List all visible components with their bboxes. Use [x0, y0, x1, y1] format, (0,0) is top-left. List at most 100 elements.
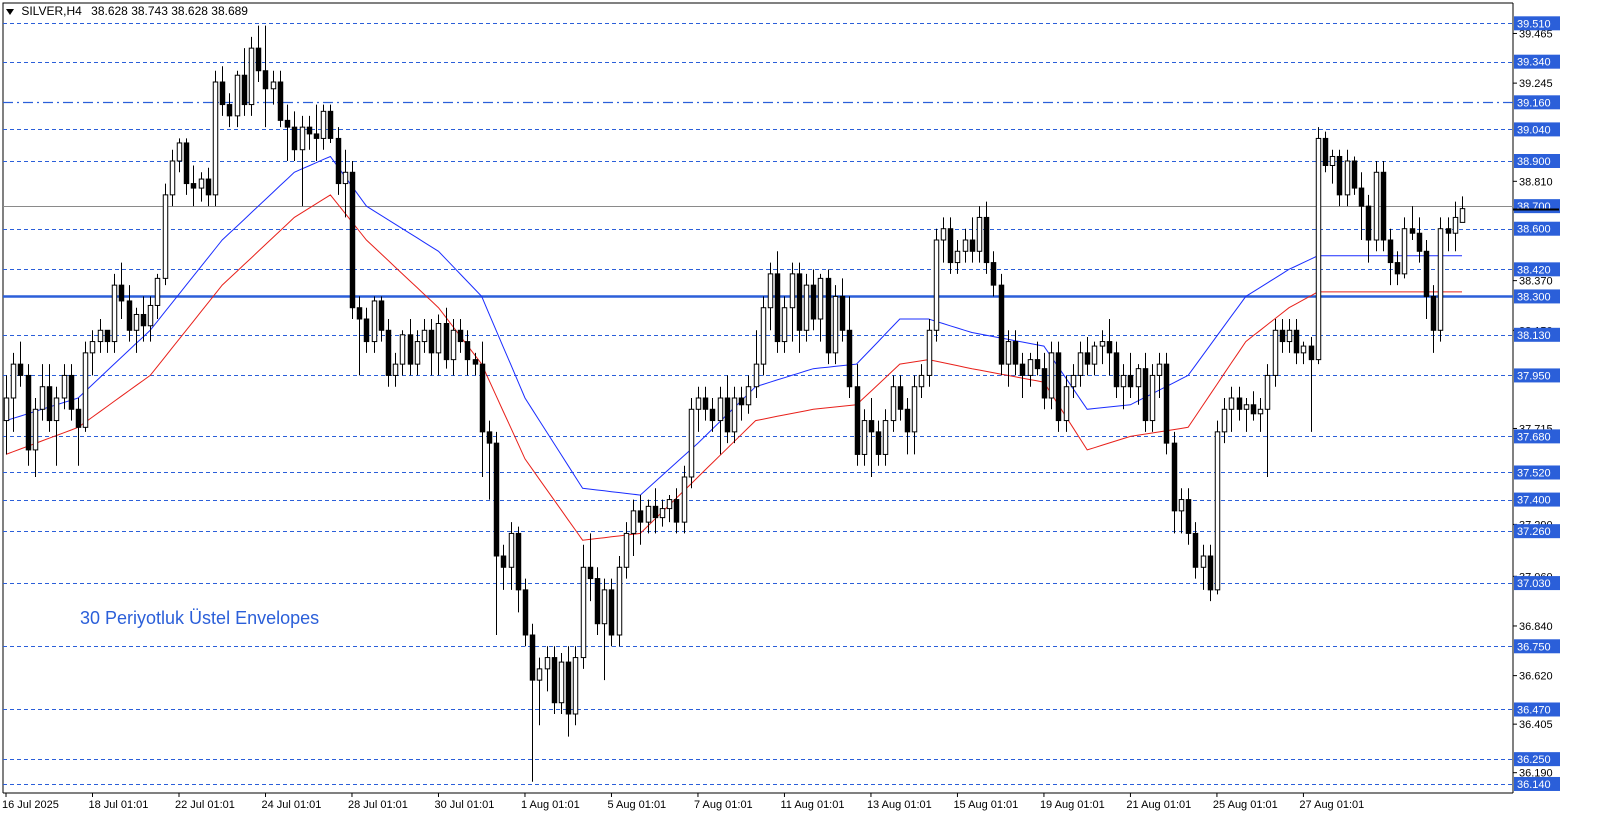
bull-candle[interactable]: [1005, 341, 1012, 365]
bull-candle[interactable]: [169, 160, 176, 196]
bear-candle[interactable]: [104, 329, 111, 343]
bull-candle[interactable]: [1063, 386, 1070, 422]
bear-candle[interactable]: [1387, 239, 1394, 264]
bull-candle[interactable]: [1272, 329, 1279, 376]
bear-candle[interactable]: [969, 239, 976, 252]
bear-candle[interactable]: [190, 183, 197, 189]
bull-candle[interactable]: [435, 323, 442, 354]
bear-candle[interactable]: [479, 363, 486, 433]
bull-candle[interactable]: [666, 499, 673, 510]
bear-candle[interactable]: [1279, 329, 1286, 343]
bear-candle[interactable]: [1358, 187, 1365, 207]
bear-candle[interactable]: [1394, 262, 1401, 275]
bull-candle[interactable]: [781, 307, 788, 343]
bear-candle[interactable]: [1336, 155, 1343, 196]
bear-candle[interactable]: [1034, 359, 1041, 370]
bull-candle[interactable]: [1300, 345, 1307, 354]
bear-candle[interactable]: [363, 318, 370, 343]
bull-candle[interactable]: [717, 397, 724, 422]
bull-candle[interactable]: [1459, 208, 1466, 223]
bear-candle[interactable]: [637, 510, 644, 523]
bull-candle[interactable]: [198, 178, 205, 189]
bull-candle[interactable]: [572, 657, 579, 715]
bull-candle[interactable]: [133, 313, 140, 331]
bear-candle[interactable]: [998, 284, 1005, 365]
bull-candle[interactable]: [111, 284, 118, 343]
bear-candle[interactable]: [673, 499, 680, 523]
bear-candle[interactable]: [594, 578, 601, 625]
bull-candle[interactable]: [392, 363, 399, 376]
bull-candle[interactable]: [53, 397, 60, 422]
bull-candle[interactable]: [154, 277, 161, 306]
bull-candle[interactable]: [147, 304, 154, 327]
bear-candle[interactable]: [262, 70, 269, 90]
bear-candle[interactable]: [17, 363, 24, 376]
bear-candle[interactable]: [738, 397, 745, 406]
bear-candle[interactable]: [205, 178, 212, 196]
bull-candle[interactable]: [681, 476, 688, 523]
bear-candle[interactable]: [1351, 160, 1358, 189]
bull-candle[interactable]: [1401, 228, 1408, 275]
bear-candle[interactable]: [529, 634, 536, 681]
bear-candle[interactable]: [1293, 329, 1300, 354]
bull-candle[interactable]: [695, 397, 702, 410]
bear-candle[interactable]: [709, 408, 716, 422]
bull-candle[interactable]: [248, 47, 255, 106]
bull-candle[interactable]: [212, 81, 219, 196]
bear-candle[interactable]: [327, 110, 334, 139]
bear-candle[interactable]: [378, 300, 385, 331]
bear-candle[interactable]: [457, 329, 464, 343]
bear-candle[interactable]: [486, 431, 493, 444]
bull-candle[interactable]: [1286, 329, 1293, 343]
bull-candle[interactable]: [580, 566, 587, 659]
bear-candle[interactable]: [854, 386, 861, 455]
bear-candle[interactable]: [1084, 352, 1091, 365]
bear-candle[interactable]: [522, 589, 529, 636]
bear-candle[interactable]: [472, 359, 479, 365]
bull-candle[interactable]: [162, 194, 169, 279]
bull-candle[interactable]: [234, 74, 241, 117]
bull-candle[interactable]: [659, 508, 666, 519]
bull-candle[interactable]: [1214, 431, 1221, 591]
bear-candle[interactable]: [1163, 363, 1170, 444]
bull-candle[interactable]: [832, 295, 839, 354]
bear-candle[interactable]: [846, 329, 853, 388]
bull-candle[interactable]: [1077, 352, 1084, 376]
bear-candle[interactable]: [306, 126, 313, 135]
bull-candle[interactable]: [861, 420, 868, 455]
bear-candle[interactable]: [1171, 442, 1178, 512]
bull-candle[interactable]: [61, 374, 68, 399]
bear-candle[interactable]: [551, 657, 558, 704]
bear-candle[interactable]: [407, 334, 414, 365]
bear-candle[interactable]: [1416, 232, 1423, 252]
bull-candle[interactable]: [342, 171, 349, 185]
bear-candle[interactable]: [1236, 397, 1243, 410]
bull-candle[interactable]: [10, 363, 17, 399]
bear-candle[interactable]: [1250, 404, 1257, 415]
bear-candle[interactable]: [587, 566, 594, 580]
bear-candle[interactable]: [219, 81, 226, 106]
bear-candle[interactable]: [1365, 205, 1372, 241]
bull-candle[interactable]: [933, 239, 940, 331]
bear-candle[interactable]: [335, 137, 342, 185]
bull-candle[interactable]: [1099, 341, 1106, 347]
bull-candle[interactable]: [399, 334, 406, 365]
bull-candle[interactable]: [1344, 160, 1351, 196]
bear-candle[interactable]: [1106, 341, 1113, 354]
bull-candle[interactable]: [1200, 555, 1207, 568]
bear-candle[interactable]: [868, 420, 875, 433]
bull-candle[interactable]: [1373, 171, 1380, 241]
bull-candle[interactable]: [299, 126, 306, 151]
bull-candle[interactable]: [371, 300, 378, 343]
bear-candle[interactable]: [774, 273, 781, 343]
bull-candle[interactable]: [1243, 404, 1250, 410]
bear-candle[interactable]: [515, 532, 522, 591]
bear-candle[interactable]: [1012, 341, 1019, 365]
bull-candle[interactable]: [1091, 345, 1098, 365]
bear-candle[interactable]: [1192, 532, 1199, 568]
bear-candle[interactable]: [385, 329, 392, 376]
bull-candle[interactable]: [803, 284, 810, 331]
bear-candle[interactable]: [796, 273, 803, 331]
bear-candle[interactable]: [493, 442, 500, 557]
